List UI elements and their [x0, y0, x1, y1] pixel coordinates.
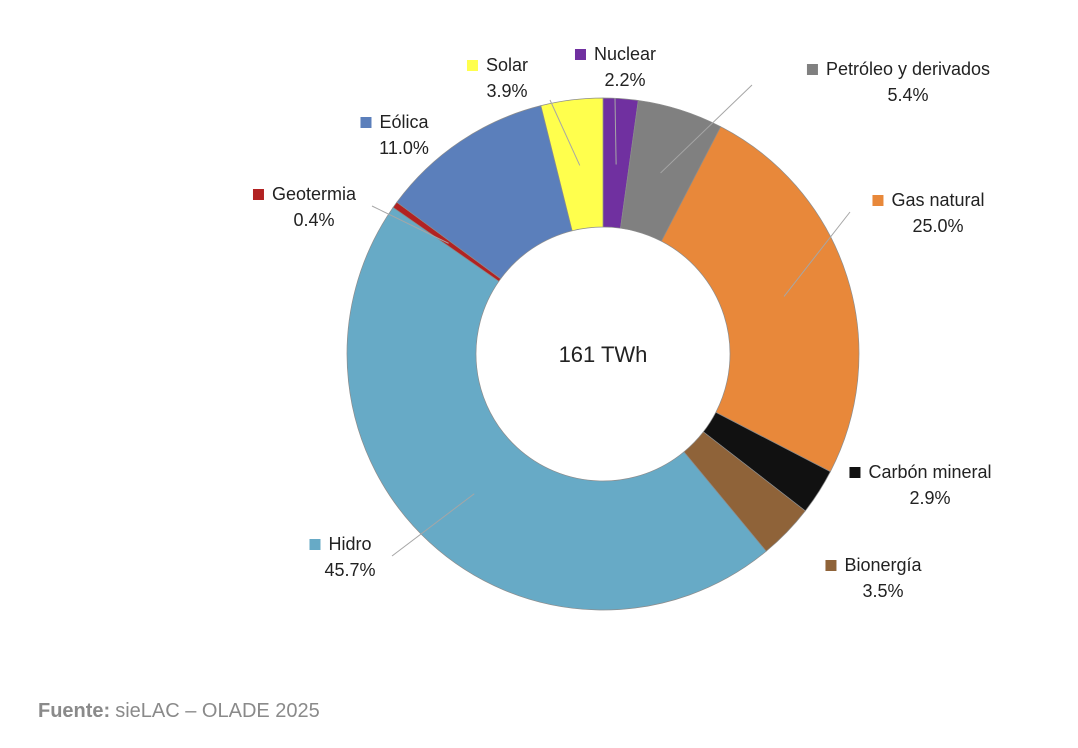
- legend-marker: [574, 49, 586, 60]
- slice-label: Eólica: [379, 112, 429, 132]
- source-text: sieLAC – OLADE 2025: [115, 700, 320, 722]
- legend-marker: [806, 64, 818, 75]
- slice-label: Hidro: [328, 534, 371, 554]
- slice-label: Gas natural: [891, 190, 984, 210]
- value-label: 45.7%: [324, 560, 375, 580]
- value-label: 2.2%: [604, 70, 645, 90]
- source: Fuente: sieLAC – OLADE 2025: [38, 700, 320, 722]
- slice-label: Nuclear: [594, 44, 656, 64]
- legend-marker: [872, 195, 884, 206]
- leader-line: [783, 211, 851, 297]
- value-label: 11.0%: [379, 138, 429, 158]
- slice-label: Solar: [486, 55, 528, 75]
- slice-label: Geotermia: [272, 184, 357, 204]
- legend-marker: [825, 560, 837, 571]
- value-label: 3.5%: [862, 581, 903, 601]
- value-label: 5.4%: [887, 85, 928, 105]
- leader-line: [660, 84, 753, 174]
- leader-line: [371, 205, 449, 244]
- slice-label: Petróleo y derivados: [826, 59, 990, 79]
- value-label: 0.4%: [293, 210, 334, 230]
- center-label: 161 TWh: [559, 342, 648, 367]
- source-label: Fuente:: [38, 700, 110, 722]
- leader-line: [614, 97, 617, 165]
- value-label: 3.9%: [486, 81, 527, 101]
- legend-marker: [252, 189, 264, 200]
- value-label: 2.9%: [909, 488, 950, 508]
- leader-line: [549, 99, 581, 166]
- slice: [540, 97, 604, 232]
- legend-marker: [466, 60, 478, 71]
- slice: [660, 126, 860, 473]
- leader-line: [391, 493, 475, 557]
- legend-marker: [309, 539, 321, 550]
- slice-label: Carbón mineral: [868, 462, 991, 482]
- legend-marker: [849, 467, 861, 478]
- legend-marker: [360, 117, 372, 128]
- slice: [346, 206, 767, 611]
- slice-label: Bionergía: [844, 555, 922, 575]
- value-label: 25.0%: [912, 216, 963, 236]
